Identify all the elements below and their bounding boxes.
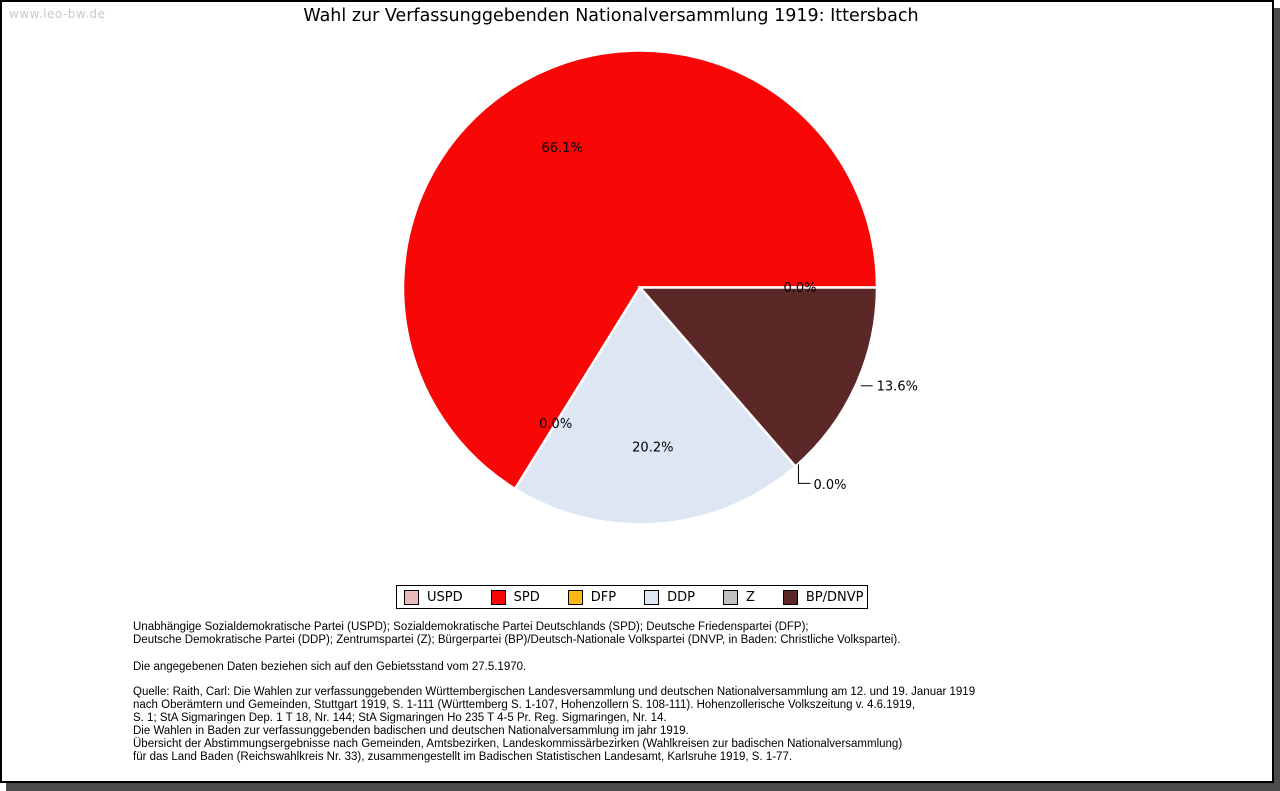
footnote-territorial-note: Die angegebenen Daten beziehen sich auf … (133, 661, 1233, 674)
legend-swatch (567, 589, 583, 605)
watermark: www.leo-bw.de (9, 7, 106, 21)
footnote-line: Übersicht der Abstimmungsergebnisse nach… (133, 738, 903, 750)
pie-slice-spd (401, 49, 879, 491)
footnote-party-abbreviations: Unabhängige Sozialdemokratische Partei (… (133, 621, 1233, 647)
legend-swatch (644, 589, 660, 605)
pie-label-leader-z (797, 464, 811, 484)
footnote-source: Quelle: Raith, Carl: Die Wahlen zur verf… (133, 686, 1233, 764)
legend-label: Z (745, 589, 755, 605)
legend-item-spd: SPD (490, 589, 540, 605)
footnote-line: für das Land Baden (Reichswahlkreis Nr. … (133, 751, 793, 763)
footnote-line: Die angegebenen Daten beziehen sich auf … (133, 661, 527, 673)
footnote-line: Die Wahlen in Baden zur verfassunggebend… (133, 725, 689, 737)
footnote-line: S. 1; StA Sigmaringen Dep. 1 T 18, Nr. 1… (133, 712, 667, 724)
legend-label: BP/DNVP (805, 589, 864, 605)
pie-label-dfp: 0.0% (539, 417, 572, 432)
pie-slice-bp-dnvp (637, 286, 879, 469)
legend-swatch (722, 589, 738, 605)
legend-swatch (490, 589, 506, 605)
legend: USPD SPD DFP DDP Z BP/DNVP (396, 585, 868, 609)
pie-label-z: 0.0% (813, 478, 846, 493)
legend-label: DFP (590, 589, 617, 605)
pie-chart: 0.0% 66.1% 0.0% 20.2% 0.0% 13.6% (401, 49, 918, 526)
legend-item-bp-dnvp: BP/DNVP (782, 589, 864, 605)
pie-label-spd: 66.1% (542, 141, 583, 156)
legend-label: DDP (667, 589, 695, 605)
chart-title: Wahl zur Verfassunggebenden Nationalvers… (303, 6, 919, 26)
legend-item-ddp: DDP (644, 589, 695, 605)
pie-slice-ddp (513, 285, 798, 526)
footnote-line: Quelle: Raith, Carl: Die Wahlen zur verf… (133, 686, 976, 698)
legend-swatch (404, 589, 419, 605)
legend-item-dfp: DFP (567, 589, 617, 605)
footnote-line: nach Oberämtern und Gemeinden, Stuttgart… (133, 699, 916, 711)
pie-label-bp-dnvp: 13.6% (877, 379, 918, 394)
pie-label-uspd: 0.0% (783, 281, 816, 296)
legend-label: USPD (427, 589, 463, 605)
footnote-line: Unabhängige Sozialdemokratische Partei (… (133, 621, 809, 633)
legend-swatch (782, 589, 798, 605)
legend-label: SPD (513, 589, 540, 605)
pie-label-ddp: 20.2% (632, 441, 673, 456)
legend-item-uspd: USPD (404, 589, 463, 605)
footnote-line: Deutsche Demokratische Partei (DDP); Zen… (133, 634, 901, 646)
legend-item-z: Z (722, 589, 755, 605)
